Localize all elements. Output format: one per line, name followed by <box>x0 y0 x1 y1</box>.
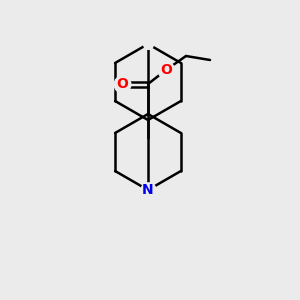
Text: O: O <box>116 77 128 91</box>
Text: N: N <box>142 183 154 197</box>
Text: O: O <box>160 63 172 77</box>
